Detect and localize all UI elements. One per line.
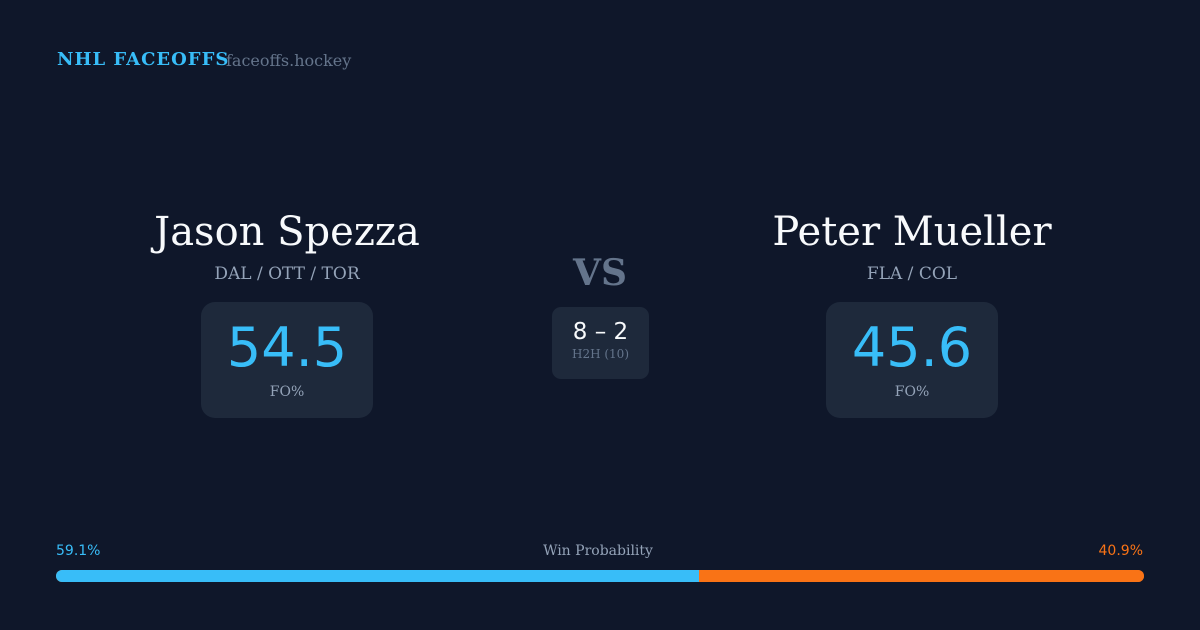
site-url: faceoffs.hockey xyxy=(226,51,352,70)
player-2-teams: FLA / COL xyxy=(866,264,958,284)
player-1-panel: Jason Spezza DAL / OTT / TOR 54.5 FO% xyxy=(77,206,497,418)
win-probability-bar-right xyxy=(699,570,1144,582)
player-1-name: Jason Spezza xyxy=(154,209,420,255)
vs-label: VS xyxy=(573,252,627,294)
player-2-fo-pct: 45.6 xyxy=(851,316,973,379)
player-1-fo-label: FO% xyxy=(269,384,305,400)
h2h-label: H2H (10) xyxy=(571,347,629,361)
player-1-fo-card: 54.5 FO% xyxy=(201,302,373,418)
h2h-score: 8 – 2 xyxy=(572,319,629,345)
win-probability-bar xyxy=(56,570,1144,582)
brand-title: NHL FACEOFFS xyxy=(57,49,230,70)
win-probability-bar-left xyxy=(56,570,699,582)
player-1-teams: DAL / OTT / TOR xyxy=(214,264,360,284)
win-probability-label: Win Probability xyxy=(543,543,653,559)
player-2-name: Peter Mueller xyxy=(772,209,1052,255)
win-probability-left: 59.1% xyxy=(56,543,101,559)
h2h-card: 8 – 2 H2H (10) xyxy=(552,307,649,379)
player-1-fo-pct: 54.5 xyxy=(226,316,348,379)
player-2-panel: Peter Mueller FLA / COL 45.6 FO% xyxy=(702,206,1122,418)
win-probability-right: 40.9% xyxy=(1098,543,1143,559)
player-2-fo-card: 45.6 FO% xyxy=(826,302,998,418)
player-2-fo-label: FO% xyxy=(894,384,930,400)
